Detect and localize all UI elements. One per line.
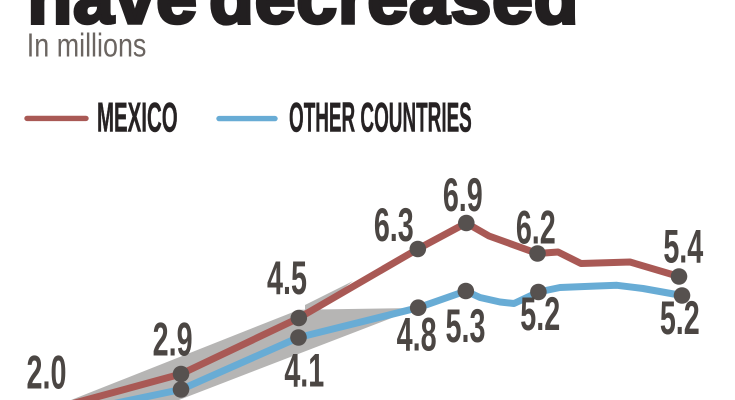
svg-text:6.3: 6.3	[374, 199, 414, 252]
svg-text:5.2: 5.2	[660, 292, 700, 345]
svg-text:6.9: 6.9	[443, 169, 483, 222]
svg-text:5.4: 5.4	[663, 220, 703, 273]
svg-text:5.2: 5.2	[520, 288, 560, 341]
svg-text:4.8: 4.8	[397, 308, 437, 361]
svg-text:In millions: In millions	[27, 28, 147, 64]
svg-text:6.2: 6.2	[516, 201, 556, 254]
svg-text:2.0: 2.0	[27, 346, 67, 399]
svg-text:5.3: 5.3	[446, 300, 486, 353]
svg-text:MEXICO: MEXICO	[97, 95, 178, 141]
svg-text:4.1: 4.1	[284, 344, 324, 397]
svg-text:2.9: 2.9	[153, 313, 193, 366]
svg-text:have decreased: have decreased	[28, 0, 580, 39]
svg-text:OTHER COUNTRIES: OTHER COUNTRIES	[289, 94, 472, 140]
svg-text:4.5: 4.5	[267, 252, 307, 305]
